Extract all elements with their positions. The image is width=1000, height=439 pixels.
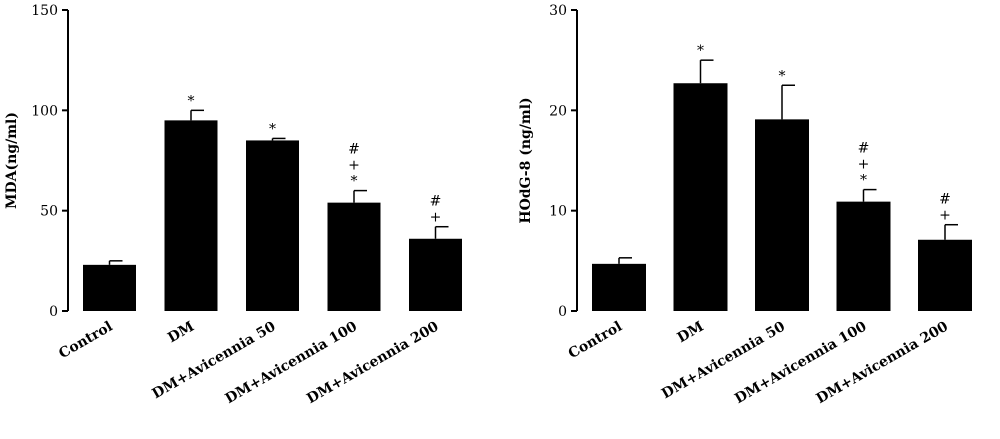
y-tick-label: 30 [549,3,567,19]
significance-marker: * [351,174,358,190]
y-tick-label: 0 [558,304,567,320]
significance-marker: # [348,142,360,158]
x-tick-label: Control [56,319,115,362]
significance-marker: * [188,93,195,109]
bar [246,140,299,311]
bar [164,120,218,311]
significance-marker: # [858,141,870,157]
x-tick-label: DM+Avicennia 200 [814,318,952,407]
significance-marker: * [697,43,704,59]
x-tick-label: DM+Avicennia 100 [223,318,361,407]
x-tick-label: DM [165,319,197,347]
x-tick-label: DM+Avicennia 100 [732,318,870,407]
y-tick-label: 100 [31,103,58,119]
bar [592,263,646,311]
chart-mda: 0 50 100 150 MDA(ng/ml) Control * DM * DM+Avicenn… [4,3,462,407]
y-tick-label: 50 [40,204,58,220]
y-axis-title: MDA(ng/ml) [4,112,20,209]
y-tick-label: 10 [549,204,567,220]
y-tick-label: 150 [31,3,58,19]
x-tick-label: DM+Avicennia 200 [304,318,442,407]
significance-marker: + [348,158,360,174]
bar [673,83,728,311]
y-axis-title: HOdG-8 (ng/ml) [518,97,534,223]
significance-marker: * [860,173,867,189]
y-tick-label: 20 [549,103,567,119]
bar [918,239,972,311]
bar [836,201,891,311]
y-tick-label: 0 [49,304,58,320]
significance-marker: * [779,68,786,84]
significance-marker: * [269,121,276,137]
x-tick-label: DM [675,319,707,347]
chart-hodg8: 0 10 20 30 HOdG-8 (ng/ml) Control * DM * DM+Avice… [518,3,972,407]
bar [409,238,462,311]
significance-marker: + [430,210,442,226]
x-tick-label: Control [566,319,625,362]
significance-marker: # [430,194,442,210]
significance-marker: # [939,192,951,208]
significance-marker: + [939,208,951,224]
significance-marker: + [858,157,870,173]
bar [83,264,136,311]
bar [327,202,381,311]
bar [755,119,809,311]
